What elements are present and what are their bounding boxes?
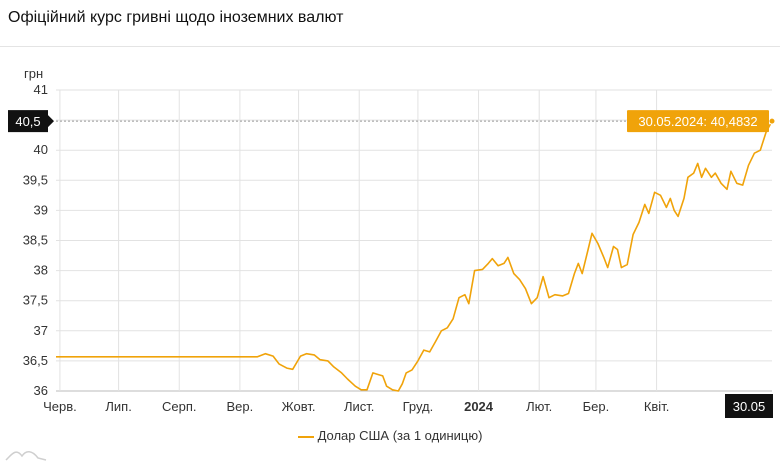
logo-icon	[5, 451, 47, 461]
x-tick-label: Жовт.	[282, 399, 316, 414]
tooltip-text: 30.05.2024: 40,4832	[638, 114, 757, 129]
x-axis: Черв. Лип. Серп. Вер. Жовт. Лист. Груд. 2024 Лют…	[43, 399, 669, 414]
series-layer[interactable]	[56, 120, 773, 392]
y-tick-label: 36	[34, 383, 48, 398]
y-tick-label: 37,5	[23, 293, 48, 308]
x-tick-label: Лист.	[344, 399, 374, 414]
x-tick-label: Квіт.	[644, 399, 670, 414]
x-tick-label: Серп.	[162, 399, 197, 414]
y-tick-label: 39,5	[23, 172, 48, 187]
y-tick-label: 36,5	[23, 353, 48, 368]
title-divider	[0, 46, 780, 47]
y-tick-label: 40	[34, 142, 48, 157]
x-tick-label: Бер.	[583, 399, 610, 414]
tooltip-box	[627, 110, 769, 133]
crosshair-layer: 40,5 30.05.2024: 40,4832 30.05	[8, 110, 776, 418]
y-tick-label: 38	[34, 263, 48, 278]
x-tick-label: Лип.	[105, 399, 131, 414]
grid-lines	[56, 89, 772, 392]
data-point-marker[interactable]	[768, 117, 776, 125]
y-tick-label: 38,5	[23, 233, 48, 248]
y-crosshair-badge	[8, 110, 48, 133]
legend-label: Долар США (за 1 одиницю)	[317, 428, 483, 443]
chart[interactable]: 36 36,5 37 37,5 38 38,5 39 39,5 40 41 Черв. Лип. Се…	[0, 0, 780, 426]
legend-swatch	[297, 435, 314, 438]
y-tick-label: 39	[34, 202, 48, 217]
x-tick-label: Вер.	[227, 399, 254, 414]
series-line[interactable]	[56, 120, 773, 392]
x-tick-label: Груд.	[403, 399, 434, 414]
y-crosshair-value: 40,5	[15, 114, 40, 129]
y-axis: 36 36,5 37 37,5 38 38,5 39 39,5 40 41	[23, 82, 48, 398]
y-axis-label: грн	[24, 66, 43, 81]
page-title: Офіційний курс гривні щодо іноземних вал…	[8, 9, 344, 26]
legend[interactable]: Долар США (за 1 одиницю)	[0, 428, 780, 443]
x-crosshair-badge	[725, 394, 773, 418]
y-crosshair-pointer	[48, 115, 54, 128]
y-tick-label: 41	[34, 82, 48, 97]
x-tick-label: 2024	[464, 399, 494, 414]
x-tick-label: Лют.	[526, 399, 552, 414]
x-tick-label: Черв.	[43, 399, 77, 414]
y-tick-label: 37	[34, 323, 48, 338]
x-crosshair-value: 30.05	[733, 399, 766, 414]
